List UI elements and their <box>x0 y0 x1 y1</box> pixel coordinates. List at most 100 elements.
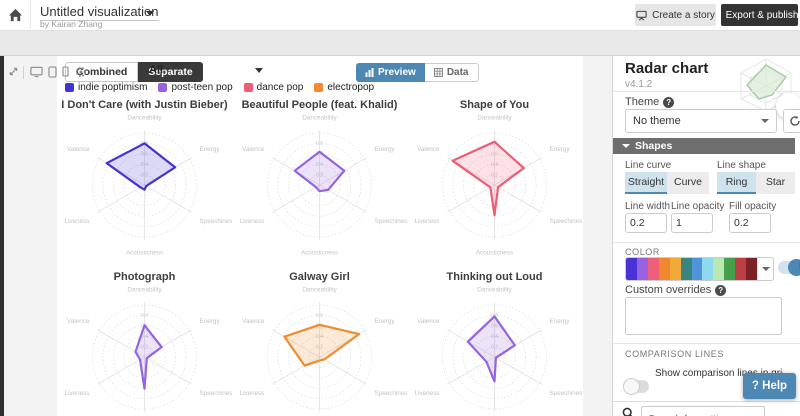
shapes-header-label: Shapes <box>635 140 673 152</box>
home-icon <box>8 8 22 22</box>
chart-title: Beautiful People (feat. Khalid) <box>241 99 398 111</box>
settings-button[interactable] <box>75 66 87 78</box>
axis-label: Speechiness <box>550 390 582 397</box>
axis-label: Speechiness <box>200 218 232 225</box>
legend-swatch <box>314 83 324 92</box>
help-button[interactable]: ? Help <box>743 373 796 399</box>
tablet-icon <box>48 66 57 78</box>
axis-label: Speechiness <box>550 218 582 225</box>
theme-help-icon[interactable] <box>663 96 675 108</box>
axis-label: Danceability <box>127 115 162 122</box>
radar-polygon <box>283 323 361 367</box>
tab-preview[interactable]: Preview <box>356 63 425 82</box>
radar-polygon <box>293 150 346 193</box>
create-story-button[interactable]: Create a story <box>635 4 716 26</box>
fill-opacity-input[interactable] <box>729 213 771 233</box>
title-chevron-down-icon[interactable] <box>146 11 154 16</box>
radar-plot: 0.20.40.60.8DanceabilityEnergySpeechines… <box>65 115 236 257</box>
axis-label: Liveness <box>65 218 90 225</box>
legend-label: post-teen pop <box>171 82 233 93</box>
scale-tick-label: 0.4 <box>491 162 498 168</box>
radar-chart-cell: I Don't Care (with Justin Bieber) 0.2 0.4 0… <box>57 97 236 269</box>
template-version: v4.1.2 <box>625 79 653 90</box>
fullscreen-button[interactable] <box>8 66 19 77</box>
scale-tick-label: 0.4 <box>141 334 148 340</box>
radar-chart-cell: Thinking out Loud 0.2 0.4 0.6 0.8 Danceabilit… <box>407 269 583 416</box>
chart-icon <box>365 68 374 77</box>
section-chevron-down-icon <box>622 144 630 148</box>
tablet-view-button[interactable] <box>48 66 57 78</box>
visualization-canvas: Combined Separate All indie poptimism pos… <box>57 55 583 416</box>
scale-tick-label: 0.8 <box>316 313 323 319</box>
radar-polygon <box>451 140 525 217</box>
radar-chart-cell: Galway Girl 0.2 0.4 0.6 0.8 Danceability Energ… <box>232 269 411 416</box>
palette-swatch <box>669 258 681 280</box>
desktop-view-button[interactable] <box>30 66 43 78</box>
theme-selected-value: No theme <box>633 115 681 127</box>
comparison-lines-toggle[interactable] <box>623 378 649 395</box>
axis-label: Energy <box>375 146 396 153</box>
table-icon <box>433 68 443 77</box>
custom-overrides-help-icon[interactable] <box>715 284 727 296</box>
scale-tick-label: 0.6 <box>141 152 148 158</box>
radar-polygon <box>105 142 177 191</box>
theme-refresh-button[interactable] <box>783 109 800 133</box>
line-curve-curve-button[interactable]: Curve <box>667 172 709 194</box>
shapes-section-header[interactable]: Shapes <box>613 138 795 154</box>
tab-data[interactable]: Data <box>424 63 479 82</box>
scale-tick-label: 0.2 <box>491 344 498 350</box>
axis-label: Liveness <box>415 218 440 225</box>
extend-toggle[interactable] <box>778 259 800 276</box>
settings-sidebar: Radar chart v4.1.2 Theme No theme Shapes… <box>612 55 800 416</box>
search-icon <box>622 407 633 416</box>
axis-label: Energy <box>200 146 221 153</box>
scale-tick-label: 0.8 <box>491 141 498 147</box>
mode-separate-button[interactable]: Separate <box>138 62 203 82</box>
chart-title: Galway Girl <box>289 271 350 283</box>
legend-item: indie poptimism <box>65 82 147 93</box>
filter-dropdown[interactable]: All <box>149 64 263 76</box>
filter-chevron-down-icon <box>255 67 263 73</box>
palette-swatch <box>691 258 703 280</box>
theme-select[interactable]: No theme <box>625 109 777 133</box>
line-shape-star-button[interactable]: Star <box>756 172 795 194</box>
line-opacity-input[interactable] <box>671 213 713 233</box>
scale-tick-label: 0.2 <box>141 344 148 350</box>
palette-dropdown[interactable] <box>625 257 774 281</box>
chart-title: Thinking out Loud <box>446 271 543 283</box>
export-publish-label: Export & publish <box>725 9 799 21</box>
toolbar-divider <box>23 66 24 79</box>
presentation-icon <box>636 10 647 21</box>
mode-combined-button[interactable]: Combined <box>65 62 139 82</box>
theme-label: Theme <box>625 96 660 108</box>
legend-label: indie poptimism <box>78 82 148 93</box>
custom-overrides-textarea[interactable] <box>625 297 782 335</box>
visualization-title[interactable]: Untitled visualization <box>40 4 159 21</box>
radar-polygon <box>134 324 163 390</box>
phone-view-button[interactable] <box>62 66 69 77</box>
scale-tick-label: 0.2 <box>491 172 498 178</box>
radar-chart-cell: Beautiful People (feat. Khalid) 0.2 0.4 0.6… <box>232 97 411 269</box>
toggle-knob <box>623 378 640 395</box>
palette-swatch <box>713 258 725 280</box>
radar-chart-grid: I Don't Care (with Justin Bieber) 0.2 0.4 0… <box>57 97 583 416</box>
fill-opacity-label: Fill opacity <box>729 201 777 212</box>
legend-item: post-teen pop <box>158 82 233 93</box>
axis-label: Valence <box>67 318 90 325</box>
line-width-input[interactable] <box>625 213 667 233</box>
comparison-lines-label: COMPARISON LINES <box>625 349 724 359</box>
chart-title: I Don't Care (with Justin Bieber) <box>61 99 228 111</box>
axis-label: Danceability <box>127 287 162 294</box>
axis-label: Valence <box>242 146 265 153</box>
palette-swatch <box>746 258 758 280</box>
palette-swatch <box>647 258 659 280</box>
home-button[interactable] <box>0 0 31 30</box>
export-publish-button[interactable]: Export & publish <box>721 4 798 26</box>
scale-tick-label: 0.4 <box>141 162 148 168</box>
mode-toggle: Combined Separate <box>65 62 203 82</box>
line-shape-ring-button[interactable]: Ring <box>717 172 756 194</box>
line-curve-straight-button[interactable]: Straight <box>625 172 667 194</box>
chart-title: Photograph <box>113 271 176 283</box>
settings-search-input[interactable] <box>641 406 765 416</box>
